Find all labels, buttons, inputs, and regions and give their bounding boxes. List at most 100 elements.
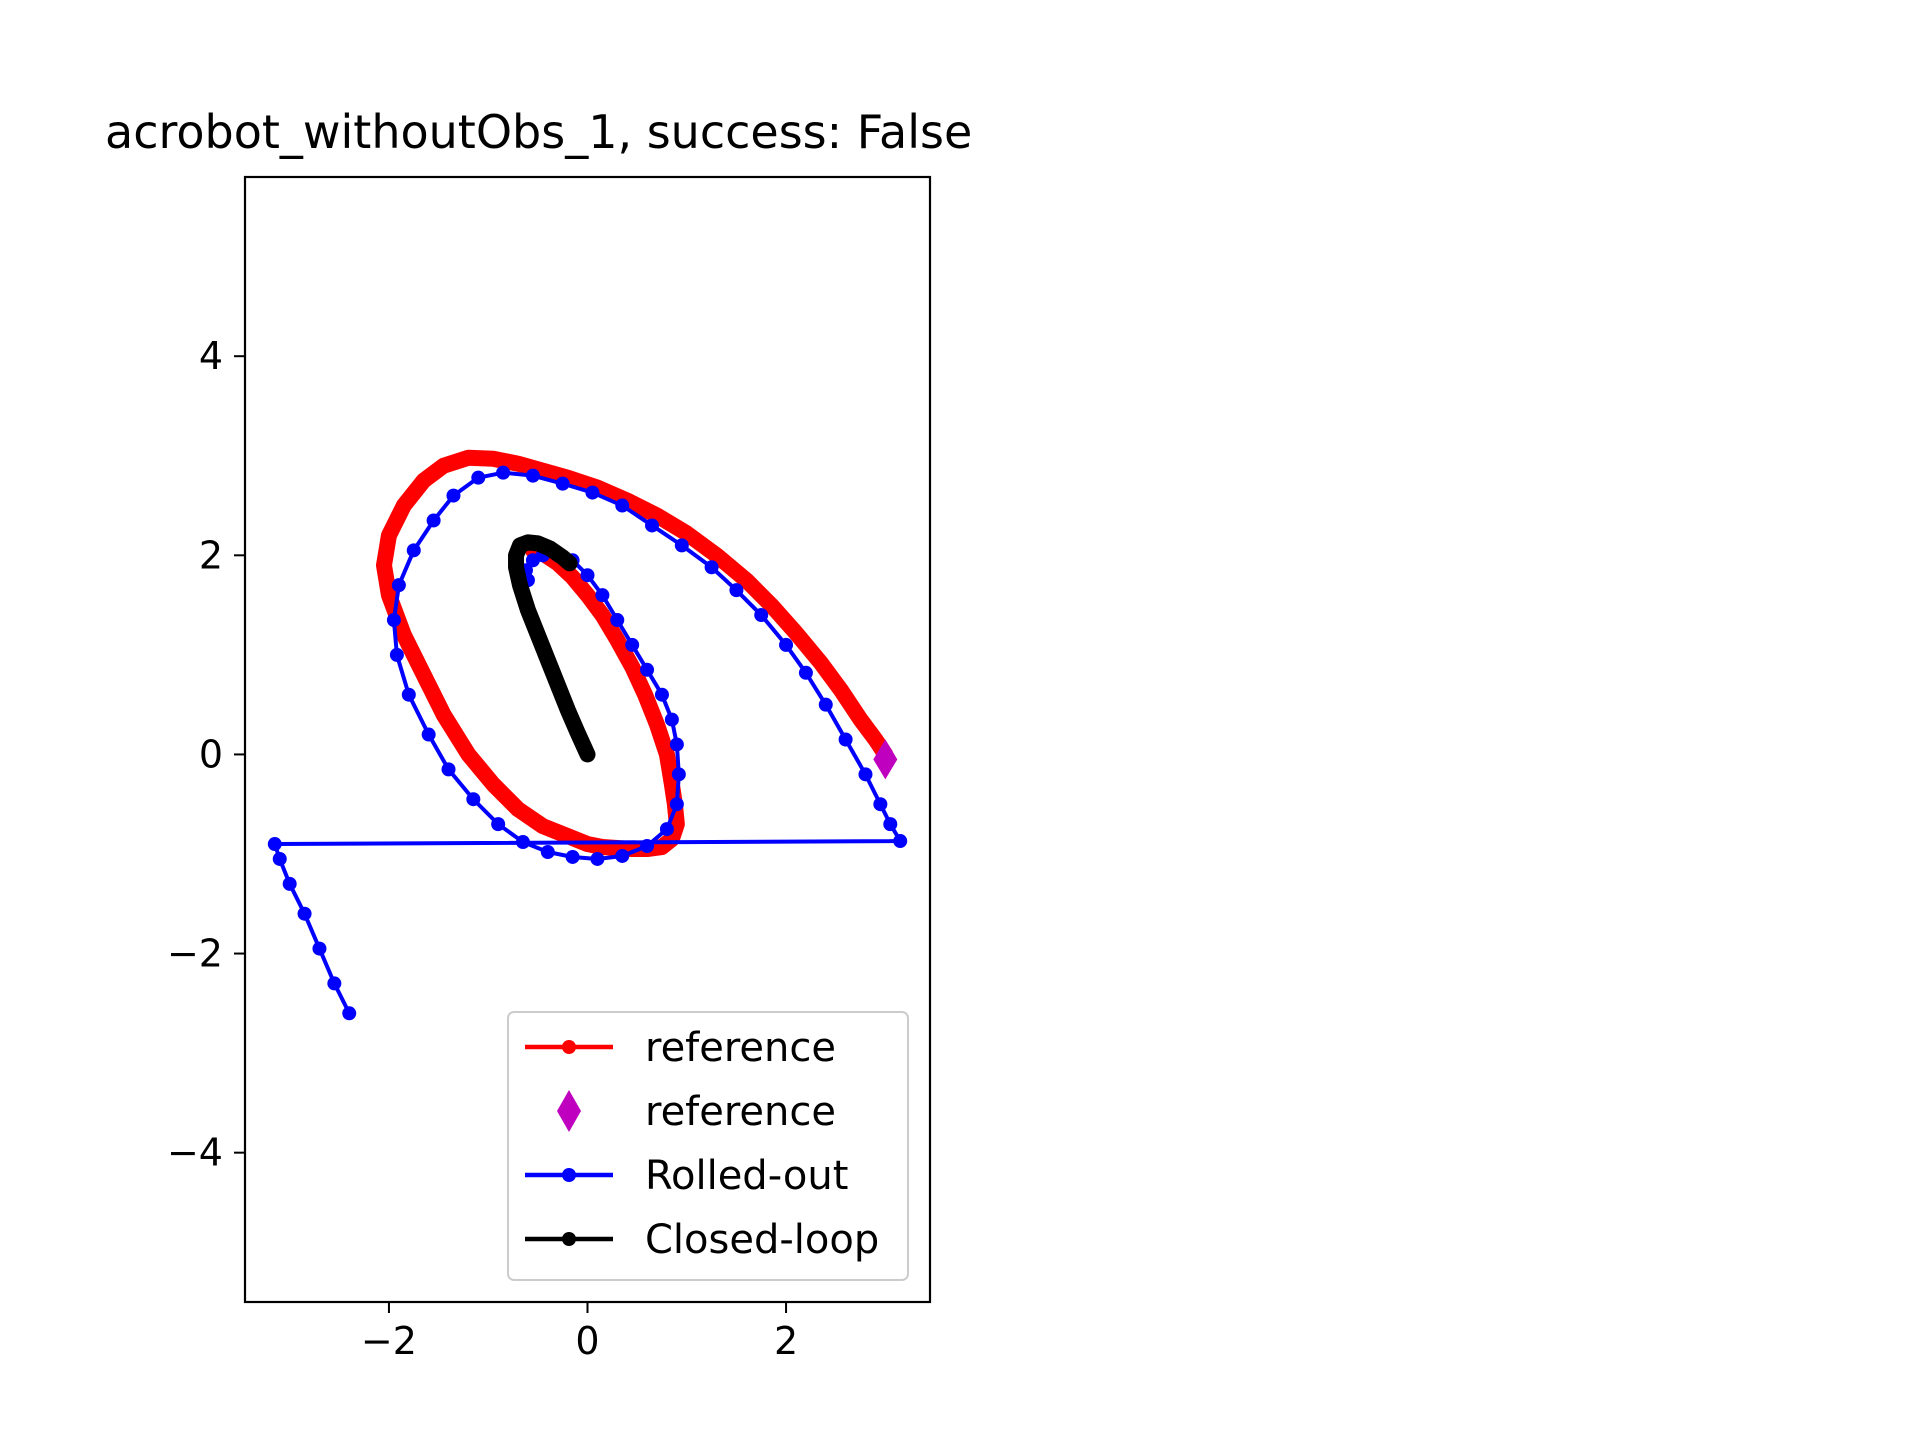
data-point [421,727,436,742]
x-tick-label: 2 [774,1319,798,1363]
legend-label: Closed-loop [645,1217,879,1263]
series-0 [375,449,894,858]
data-point [625,637,640,652]
y-tick-label: −4 [167,1131,223,1175]
data-point [525,468,540,483]
data-point [649,717,664,732]
data-point [396,498,411,513]
data-point [580,588,595,603]
data-point [446,488,461,503]
plot-area [267,449,908,1021]
data-point [659,822,674,837]
data-point [565,849,580,864]
series-1 [873,739,898,780]
data-point [521,604,534,617]
x-tick-label: −2 [361,1319,417,1363]
series-3 [508,534,596,763]
legend-item: reference [557,1089,836,1135]
data-point [679,526,694,541]
data-point [551,678,564,691]
data-point [342,1006,357,1021]
data-point [386,613,401,628]
data-point [704,560,719,575]
data-point [788,625,803,640]
legend-item: Rolled-out [525,1153,848,1199]
data-point [640,839,655,854]
legend-dot [562,1232,576,1246]
legend-label: reference [645,1089,836,1135]
data-point [381,528,396,543]
chart-title: acrobot_withoutObs_1, success: False [105,105,972,159]
data-point [674,538,689,553]
data-point [671,767,686,782]
series-line [375,449,894,858]
data-point [461,747,476,762]
data-point [441,762,456,777]
data-point [858,767,873,782]
data-point [466,792,481,807]
data-point [510,549,523,562]
legend-diamond [557,1090,581,1132]
data-point [868,732,883,747]
data-point [729,583,744,598]
data-point [327,976,342,991]
data-point [486,777,501,792]
data-point [873,797,888,812]
legend-label: reference [645,1025,836,1071]
data-point [396,627,411,642]
data-point [709,548,724,563]
data-point [543,542,556,555]
data-point [535,819,550,834]
legend-dot [562,1040,576,1054]
data-point [638,687,653,702]
data-point [645,518,660,533]
data-point [381,588,396,603]
data-point [610,613,625,628]
data-point [496,465,511,480]
data-point [531,537,544,550]
data-point [376,558,391,573]
data-point [838,732,853,747]
data-point [511,802,526,817]
y-tick-label: 0 [199,732,223,776]
data-point [426,513,441,528]
data-point [580,568,595,583]
data-point [798,665,813,680]
data-point [436,458,451,473]
data-point [659,747,674,762]
x-tick-label: 0 [575,1319,599,1363]
data-point [541,653,554,666]
y-tick-label: −2 [167,932,223,976]
data-point [664,777,679,792]
data-point [515,835,530,850]
data-point [511,456,526,471]
data-point [461,450,476,465]
data-point [664,712,679,727]
data-point [406,543,421,558]
data-point [471,470,486,485]
series-2 [267,465,908,1021]
data-point [491,817,506,832]
data-point [560,829,575,844]
data-point [640,662,655,677]
data-point [610,632,625,647]
legend-dot [562,1168,576,1182]
data-point [540,845,555,859]
data-point [389,647,404,662]
data-point [595,608,610,623]
data-point [282,876,297,891]
y-tick-label: 2 [199,533,223,577]
data-point [561,703,574,716]
data-point [883,817,898,832]
data-point [267,837,282,852]
data-point [764,598,779,613]
data-point [595,588,610,603]
data-point [654,687,669,702]
legend: reference reference Rolled-out Closed-loop [507,1011,909,1281]
data-point [779,637,794,652]
data-point [581,748,594,761]
data-point [416,667,431,682]
data-point [555,476,570,491]
data-point [486,451,501,466]
